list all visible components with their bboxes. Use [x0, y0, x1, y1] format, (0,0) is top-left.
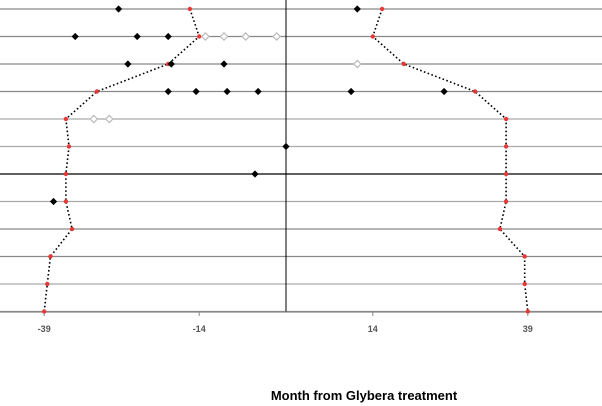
event-marker-filled	[49, 197, 58, 206]
event-markers	[49, 5, 448, 206]
boundary-curve-left	[43, 8, 201, 312]
boundary-point-right	[497, 226, 503, 232]
event-marker-filled	[192, 87, 200, 96]
event-marker-open	[200, 32, 210, 41]
event-marker-filled	[251, 170, 259, 178]
boundary-point-left	[63, 199, 69, 204]
event-marker-filled	[440, 87, 448, 96]
boundary-point-right	[503, 199, 509, 204]
boundary-curve-right	[371, 8, 529, 312]
boundary-point-right	[522, 254, 527, 259]
boundary-point-right	[370, 34, 375, 39]
x-tick-label: -14	[193, 324, 206, 334]
event-marker-filled	[164, 87, 172, 96]
event-marker-filled	[220, 60, 228, 68]
event-marker-filled	[115, 5, 123, 13]
event-marker-open	[104, 114, 114, 124]
boundary-point-left	[66, 144, 72, 149]
event-marker-filled	[254, 87, 262, 96]
x-tick-label: 14	[368, 324, 378, 334]
boundary-point-left	[45, 281, 50, 287]
event-marker-open	[89, 114, 99, 124]
event-marker-filled	[167, 60, 175, 68]
boundary-point-right	[503, 144, 509, 149]
boundary-point-right	[503, 116, 509, 122]
event-marker-filled	[124, 60, 132, 68]
boundary-point-right	[472, 89, 478, 94]
boundary-point-right	[401, 61, 406, 67]
boundary-point-right	[525, 309, 530, 314]
boundary-point-right	[503, 171, 509, 177]
row-lines	[0, 8, 602, 313]
event-marker-open	[241, 32, 251, 41]
boundary-point-right	[379, 6, 385, 12]
event-marker-open	[219, 32, 229, 41]
x-tick-label: -39	[38, 324, 51, 334]
boundary-point-right	[522, 281, 527, 287]
event-marker-open	[352, 59, 362, 69]
boundary-point-left	[63, 171, 69, 177]
boundary-point-left	[94, 89, 100, 94]
event-marker-filled	[347, 87, 355, 96]
event-marker-filled	[164, 32, 172, 41]
boundary-point-left	[187, 6, 193, 12]
event-marker-filled	[133, 32, 141, 41]
x-tick-label: 39	[523, 324, 533, 334]
x-axis-label: Month from Glybera treatment	[271, 388, 458, 403]
event-marker-filled	[353, 5, 361, 13]
x-axis-ticks: -39 -14 14 39	[38, 312, 533, 334]
boundary-point-left	[69, 226, 75, 232]
boundary-point-left	[63, 116, 69, 122]
boundary-point-left	[48, 254, 53, 259]
event-marker-filled	[282, 142, 290, 151]
event-marker-filled	[223, 87, 231, 96]
boundary-point-left	[42, 309, 47, 314]
event-marker-open	[272, 32, 282, 41]
event-marker-filled	[71, 32, 79, 41]
boundary-point-left	[197, 34, 202, 39]
